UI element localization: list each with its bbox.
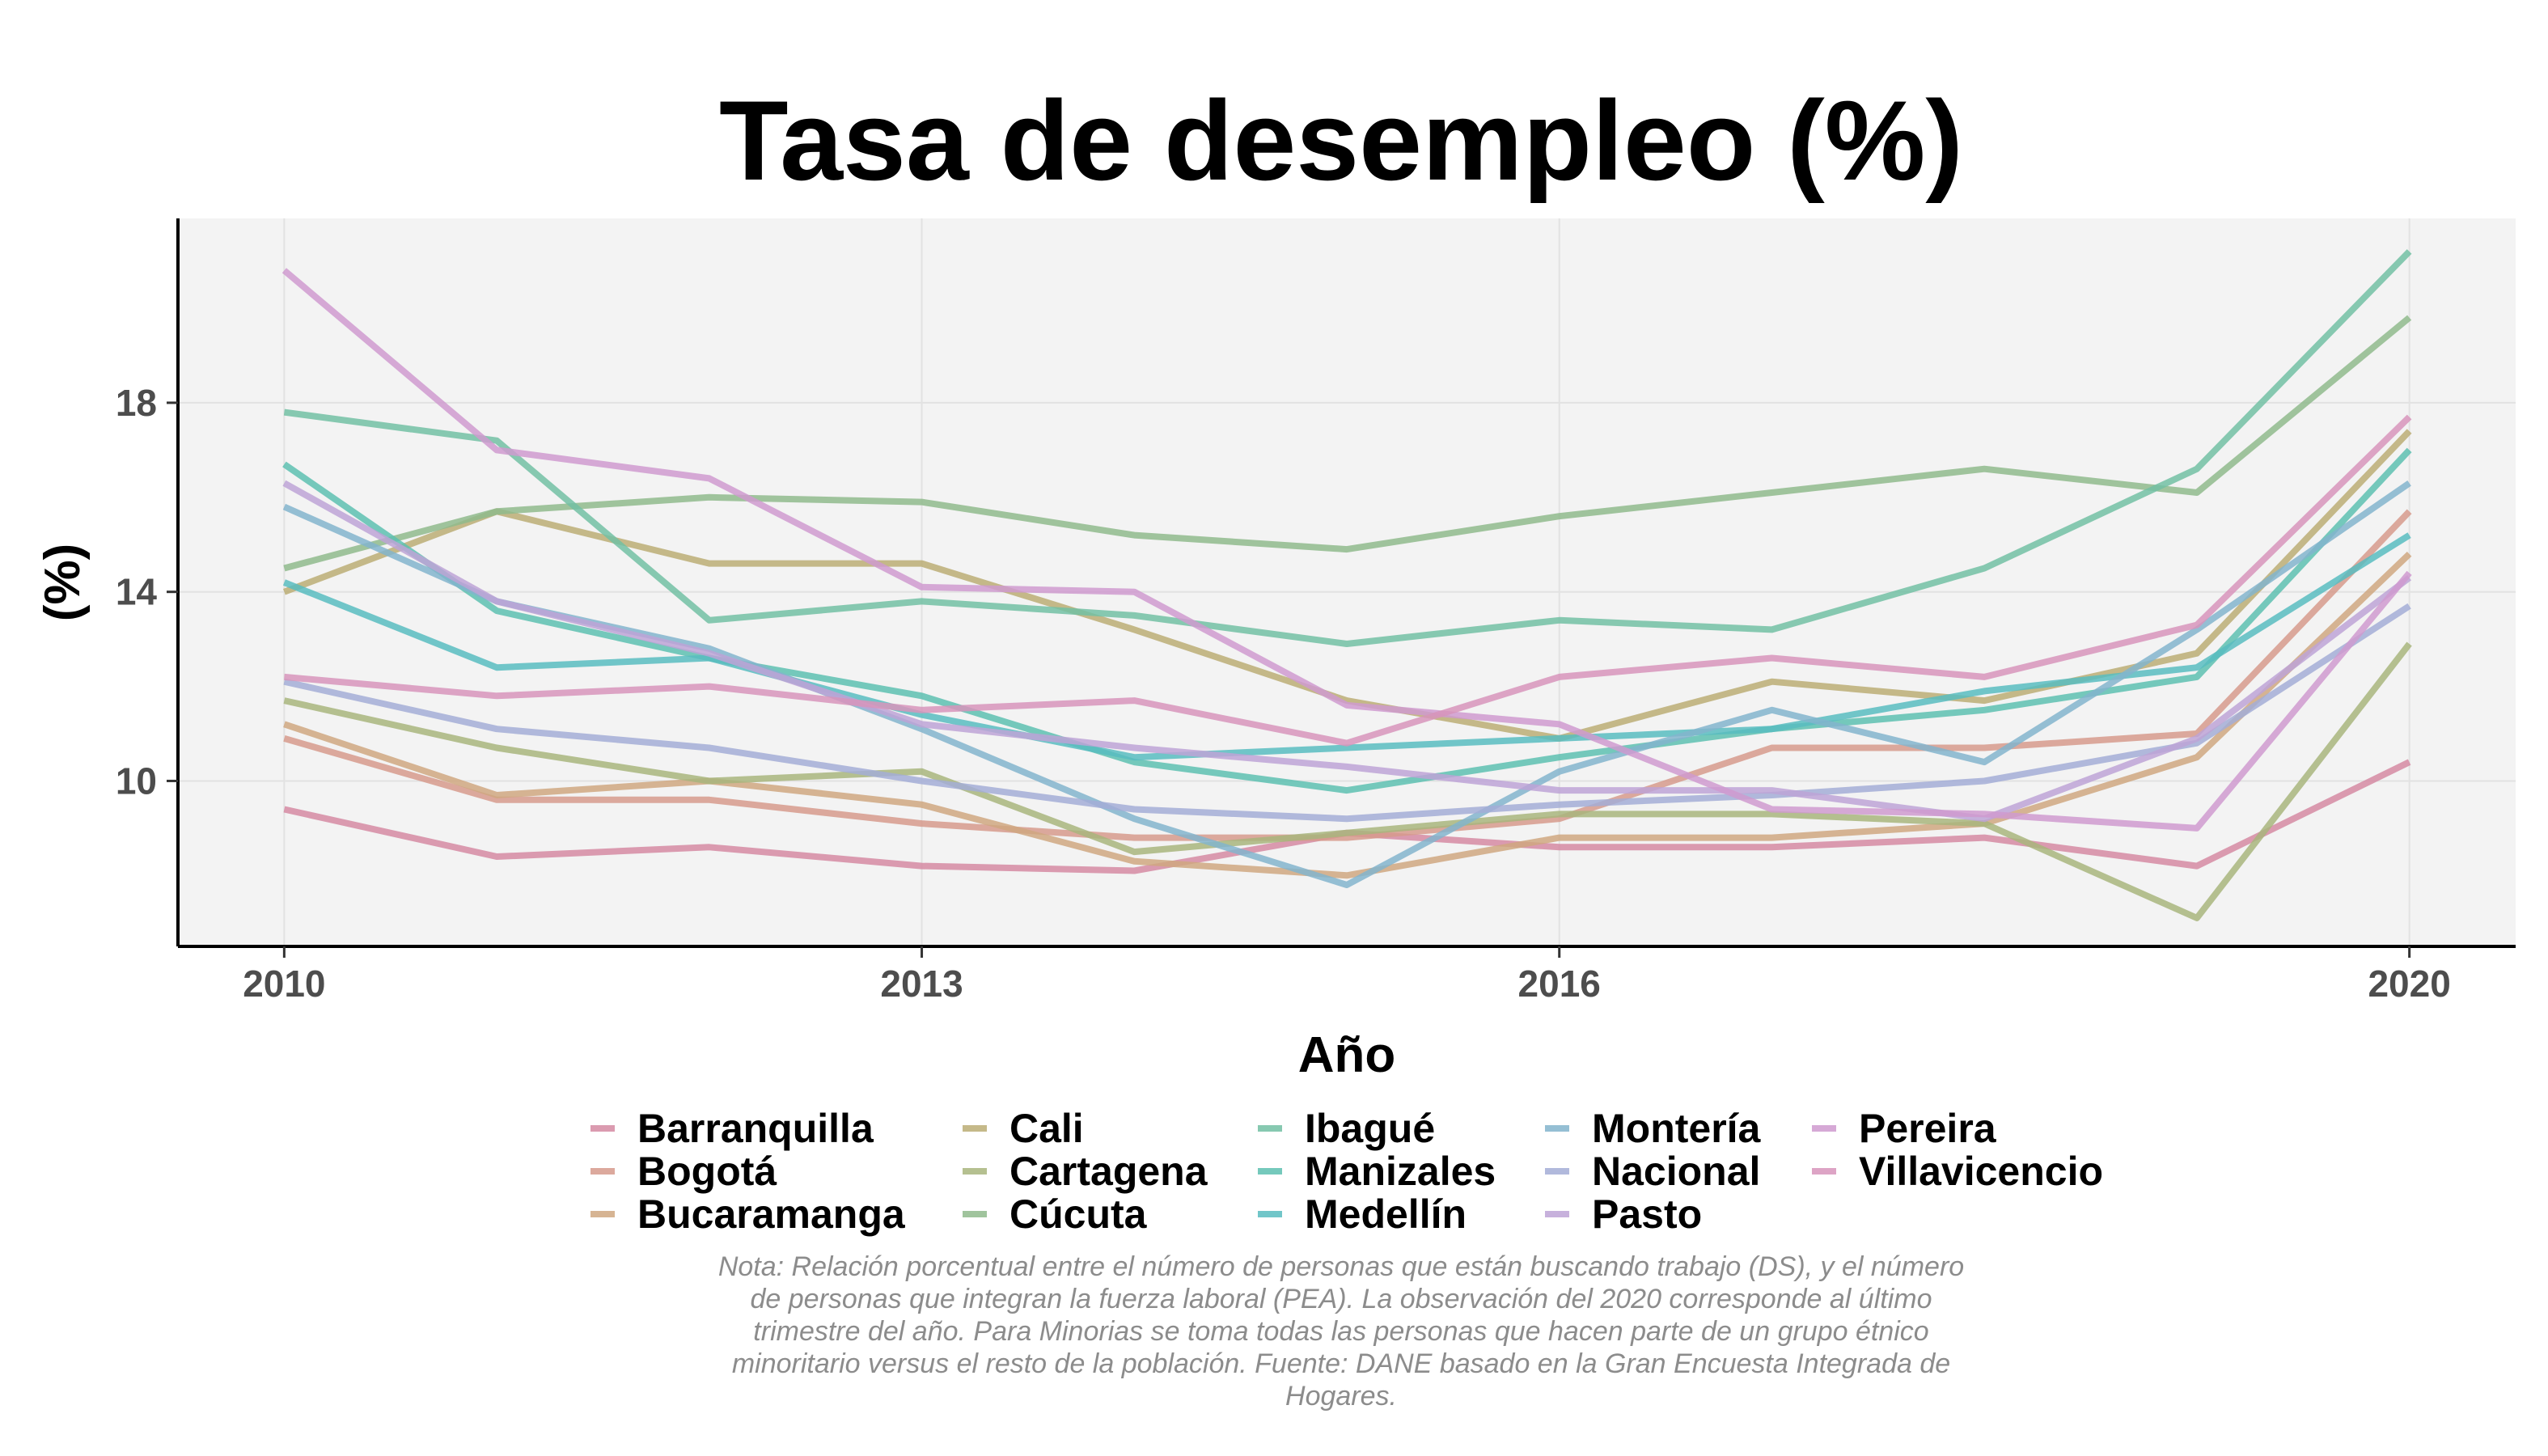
caption-line-1: de personas que integran la fuerza labor… [750, 1284, 1932, 1314]
series-line-8 [282, 532, 2411, 761]
legend-label-10: Nacional [1592, 1149, 1760, 1194]
chart-title: Tasa de desempleo (%) [719, 77, 1963, 204]
series-line-4 [283, 641, 2412, 921]
series-line-12 [281, 268, 2412, 832]
axis-ticks: 10 14 18 2010 2013 2016 2020 [116, 382, 2451, 1005]
legend-label-11: Pasto [1592, 1191, 1702, 1237]
legend-label-8: Medellín [1305, 1191, 1467, 1237]
y-tick-label-1: 14 [116, 571, 158, 613]
caption-line-4: Hogares. [1285, 1381, 1397, 1412]
x-tick-label-2: 2016 [1518, 963, 1601, 1005]
legend-label-1: Bogotá [637, 1149, 777, 1194]
caption-note: Nota: Relación porcentual entre el númer… [718, 1251, 1964, 1412]
legend-label-0: Barranquilla [637, 1106, 874, 1151]
series-line-10 [283, 603, 2411, 823]
x-axis-title: Año [1298, 1027, 1396, 1083]
series-line-7 [282, 447, 2412, 794]
legend-label-3: Cali [1009, 1106, 1084, 1151]
legend-label-9: Montería [1592, 1106, 1762, 1151]
x-tick-label-1: 2013 [880, 963, 963, 1005]
series-line-5 [283, 315, 2412, 572]
legend-label-6: Ibagué [1305, 1106, 1435, 1151]
series-line-1 [283, 509, 2412, 841]
legend-label-2: Bucaramanga [637, 1191, 906, 1237]
series-line-6 [283, 249, 2412, 647]
legend-label-4: Cartagena [1009, 1149, 1208, 1194]
legend-label-12: Pereira [1859, 1106, 1997, 1151]
y-tick-label-0: 10 [116, 760, 157, 802]
legend-label-7: Manizales [1305, 1149, 1496, 1194]
caption-line-3: minoritario versus el resto de la poblac… [732, 1348, 1950, 1379]
series-line-11 [282, 480, 2412, 823]
y-tick-label-2: 18 [116, 382, 157, 424]
caption-line-2: trimestre del año. Para Minorias se toma… [753, 1316, 1928, 1347]
series-line-2 [283, 552, 2412, 879]
legend-label-5: Cúcuta [1009, 1191, 1148, 1237]
legend-label-13: Villavicencio [1859, 1149, 2103, 1194]
x-tick-label-3: 2020 [2368, 963, 2450, 1005]
series-lines [281, 249, 2412, 921]
y-axis-title: (%) [35, 544, 91, 621]
x-tick-label-0: 2010 [243, 963, 325, 1005]
caption-line-0: Nota: Relación porcentual entre el númer… [718, 1251, 1964, 1282]
series-line-13 [284, 414, 2412, 747]
